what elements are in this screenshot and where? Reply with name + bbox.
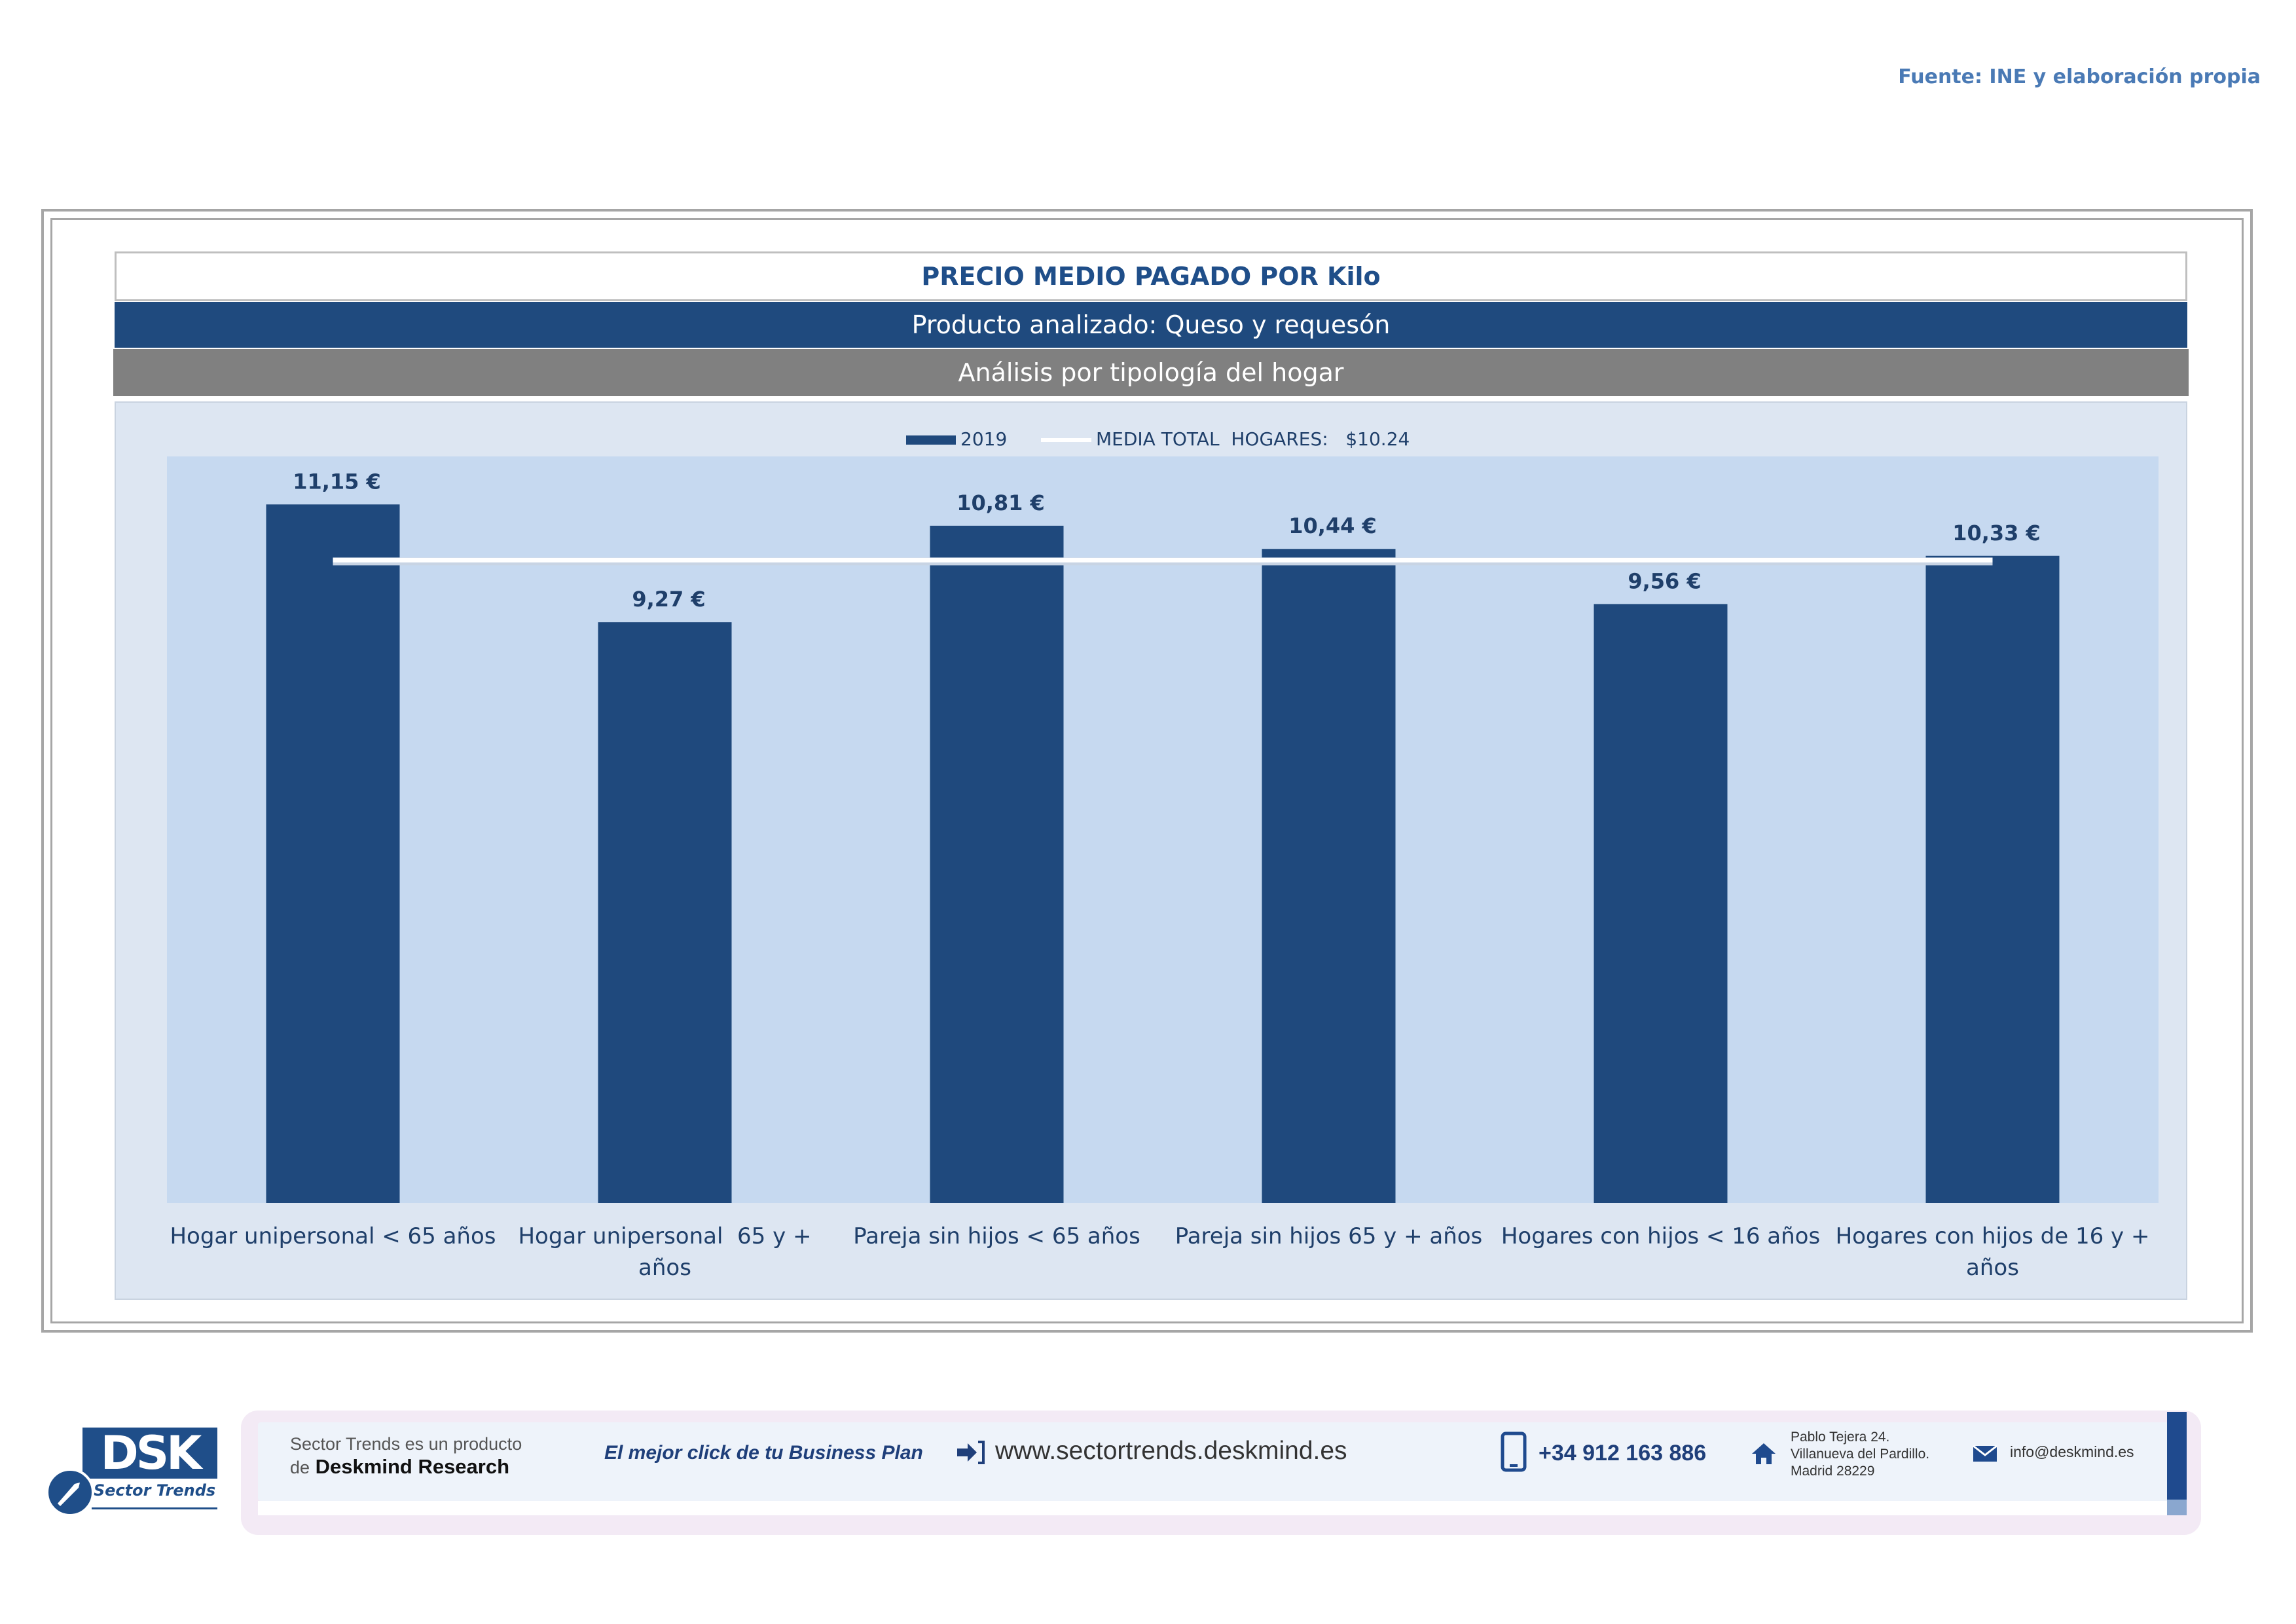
bar-6 [1925,555,2060,1203]
phone-number[interactable]: +34 912 163 886 [1539,1441,1707,1466]
address-line1: Pablo Tejera 24. [1791,1430,1890,1445]
data-label-6: 10,33 € [1952,521,2041,545]
legend-label-mean: MEDIA TOTAL HOGARES: $10.24 [1096,428,1410,450]
address-line3: Madrid 28229 [1791,1464,1875,1479]
website-link[interactable]: www.sectortrends.deskmind.es [995,1437,1347,1465]
analysis-banner: Análisis por tipología del hogar [113,349,2189,396]
dsk-logo: DSK Sector Trends [46,1426,217,1526]
tagline-line2: de Deskmind Research [290,1455,509,1479]
bar-chart: 2019 MEDIA TOTAL HOGARES: $10.24 11,15 € Ho… [167,428,2159,1281]
data-label-4: 10,44 € [1288,513,1377,538]
footer-accent-bar-light [2167,1500,2187,1515]
logo-text: DSK [82,1426,217,1480]
product-banner: Producto analizado: Queso y requesón [115,302,2187,348]
category-label-5: Hogares con hijos < 16 años [1501,1223,1820,1249]
data-label-1: 11,15 € [293,469,381,494]
footer-banner-strip [258,1501,2185,1515]
bar-4 [1262,549,1396,1203]
slogan: El mejor click de tu Business Plan [604,1442,923,1464]
category-label-2: Hogar unipersonal 65 y + [518,1223,811,1249]
category-label-1: Hogar unipersonal < 65 años [170,1223,496,1249]
mail-icon [1973,1445,1997,1462]
email-link[interactable]: info@deskmind.es [2010,1443,2134,1460]
tagline-line1: Sector Trends es un producto [290,1434,522,1454]
chart-outer-frame [41,209,2253,1333]
legend-swatch-2019 [906,435,956,445]
logo-subtitle: Sector Trends [92,1481,217,1509]
legend-label-2019: 2019 [960,428,1007,450]
data-label-5: 9,56 € [1628,568,1701,593]
rocket-icon [46,1468,94,1517]
bar-2 [598,622,732,1203]
tagline-prefix: de [290,1458,310,1477]
bar-3 [930,525,1064,1204]
link-arrow-icon [957,1441,985,1464]
data-label-3: 10,81 € [957,490,1045,515]
tagline-brand: Deskmind Research [315,1455,510,1478]
home-icon [1752,1443,1776,1464]
chart-title: PRECIO MEDIO PAGADO POR Kilo [115,251,2187,301]
footer-banner-inner [258,1422,2185,1501]
category-label-6: Hogares con hijos de 16 y + [1836,1223,2150,1249]
footer: DSK Sector Trends Sector Trends es un pr… [0,1401,2296,1552]
category-label-4: Pareja sin hijos 65 y + años [1175,1223,1483,1249]
footer-accent-bar [2167,1412,2187,1501]
data-label-2: 9,27 € [632,587,705,612]
category-label-3: Pareja sin hijos < 65 años [853,1223,1140,1249]
category-label-6-line2: años [1966,1255,2019,1281]
address: Pablo Tejera 24. Villanueva del Pardillo… [1791,1429,1929,1480]
address-line2: Villanueva del Pardillo. [1791,1447,1930,1462]
bar-5 [1594,604,1728,1203]
category-label-2-line2: años [638,1255,691,1281]
phone-icon [1501,1431,1527,1472]
plot-area [167,456,2159,1203]
chart-area: 2019 MEDIA TOTAL HOGARES: $10.24 11,15 € Ho… [115,401,2187,1300]
source-note: Fuente: INE y elaboración propia [1898,65,2261,88]
bar-1 [266,504,400,1203]
chart-inner-frame [50,218,2244,1323]
